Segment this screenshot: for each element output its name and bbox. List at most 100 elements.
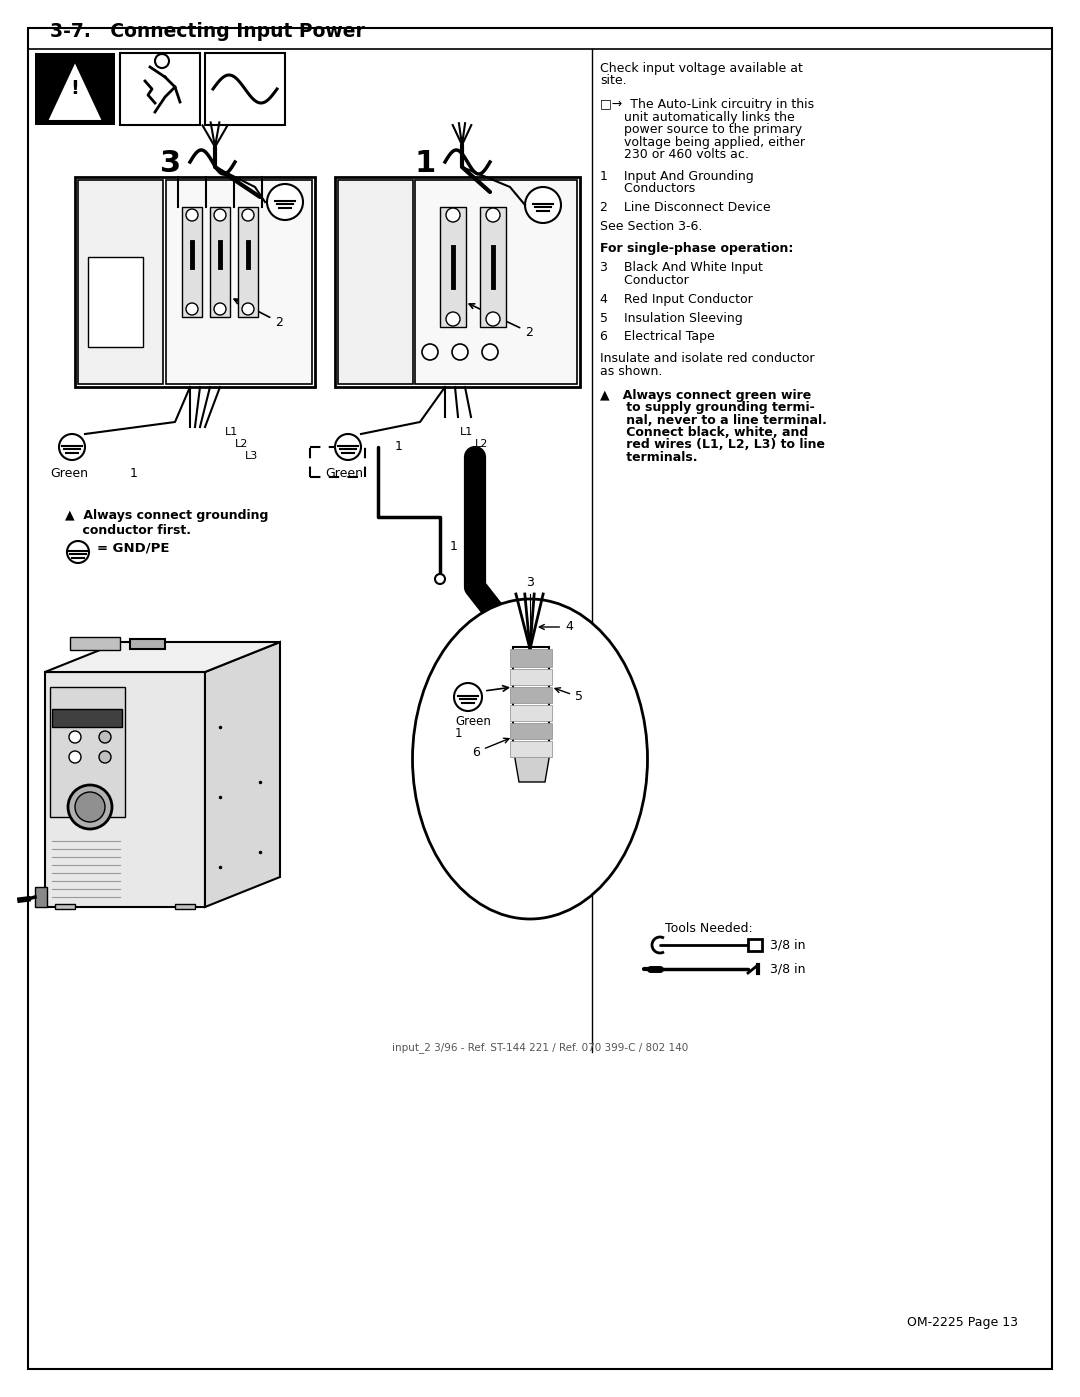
Text: 1: 1 (130, 467, 138, 481)
Text: Insulate and isolate red conductor: Insulate and isolate red conductor (600, 352, 814, 366)
Text: Green: Green (325, 467, 363, 481)
Text: 4: 4 (539, 620, 572, 633)
Text: = GND/PE: = GND/PE (97, 542, 170, 555)
Text: L1: L1 (225, 427, 239, 437)
Text: to supply grounding termi-: to supply grounding termi- (600, 401, 814, 415)
Text: 3-7.   Connecting Input Power: 3-7. Connecting Input Power (50, 22, 365, 41)
Bar (238, 207, 258, 317)
Bar (748, 939, 762, 951)
Text: ▲  Always connect grounding
    conductor first.: ▲ Always connect grounding conductor fir… (65, 509, 268, 536)
Bar (510, 705, 552, 721)
Bar (335, 177, 580, 387)
Circle shape (99, 731, 111, 743)
Text: nal, never to a line terminal.: nal, never to a line terminal. (600, 414, 827, 426)
Circle shape (68, 785, 112, 828)
Text: Tools Needed:: Tools Needed: (665, 922, 753, 935)
Text: L2: L2 (235, 439, 248, 448)
Text: Conductor: Conductor (600, 274, 689, 286)
Bar (510, 669, 552, 685)
Circle shape (454, 683, 482, 711)
Circle shape (242, 303, 254, 314)
Circle shape (446, 312, 460, 326)
Text: 2    Line Disconnect Device: 2 Line Disconnect Device (600, 201, 771, 214)
Circle shape (186, 210, 198, 221)
Text: power source to the primary: power source to the primary (600, 123, 802, 137)
Text: terminals.: terminals. (600, 451, 698, 464)
Circle shape (75, 792, 105, 821)
Circle shape (242, 210, 254, 221)
Bar (78, 180, 163, 384)
Text: 1: 1 (450, 541, 458, 553)
Bar (50, 687, 125, 817)
Circle shape (67, 541, 89, 563)
Circle shape (482, 344, 498, 360)
Polygon shape (70, 637, 120, 650)
Circle shape (99, 752, 111, 763)
Bar (513, 647, 549, 747)
Bar (338, 180, 413, 384)
Text: 1: 1 (395, 440, 403, 454)
Text: L3: L3 (245, 451, 258, 461)
Text: 230 or 460 volts ac.: 230 or 460 volts ac. (600, 148, 748, 161)
Circle shape (446, 208, 460, 222)
Ellipse shape (413, 599, 648, 919)
Circle shape (486, 312, 500, 326)
Text: 2: 2 (234, 299, 283, 328)
Bar (166, 180, 312, 384)
Circle shape (59, 434, 85, 460)
Bar (510, 724, 552, 739)
Bar (415, 180, 577, 384)
Circle shape (486, 208, 500, 222)
Bar (510, 650, 552, 666)
Bar (45, 672, 205, 907)
Text: L2: L2 (475, 439, 488, 448)
Text: Conductors: Conductors (600, 183, 696, 196)
Text: 6: 6 (472, 738, 509, 759)
Text: OM-2225 Page 13: OM-2225 Page 13 (907, 1316, 1018, 1329)
Text: For single-phase operation:: For single-phase operation: (600, 242, 794, 256)
Text: as shown.: as shown. (600, 365, 662, 377)
Bar (75, 177, 315, 387)
Text: voltage being applied, either: voltage being applied, either (600, 136, 805, 148)
Text: See Section 3-6.: See Section 3-6. (600, 221, 702, 233)
Circle shape (186, 303, 198, 314)
Text: 1: 1 (455, 726, 462, 740)
Text: unit automatically links the: unit automatically links the (600, 110, 795, 124)
Bar (183, 207, 202, 317)
Bar (480, 207, 507, 327)
Text: 3: 3 (526, 576, 534, 590)
Text: ▲   Always connect green wire: ▲ Always connect green wire (600, 388, 811, 402)
Text: 5    Insulation Sleeving: 5 Insulation Sleeving (600, 312, 743, 324)
Text: 4    Red Input Conductor: 4 Red Input Conductor (600, 292, 753, 306)
Text: 6    Electrical Tape: 6 Electrical Tape (600, 331, 715, 344)
Circle shape (267, 184, 303, 219)
Text: input_2 3/96 - Ref. ST-144 221 / Ref. 070 399-C / 802 140: input_2 3/96 - Ref. ST-144 221 / Ref. 07… (392, 1042, 688, 1053)
Text: Connect black, white, and: Connect black, white, and (600, 426, 808, 439)
Text: 3/8 in: 3/8 in (770, 939, 806, 951)
Circle shape (335, 434, 361, 460)
Circle shape (435, 574, 445, 584)
Text: 3    Black And White Input: 3 Black And White Input (600, 261, 762, 274)
Circle shape (69, 731, 81, 743)
Polygon shape (45, 643, 280, 672)
Bar (52, 710, 122, 726)
Bar (510, 740, 552, 757)
Text: Green: Green (455, 715, 491, 728)
Circle shape (214, 210, 226, 221)
Circle shape (214, 303, 226, 314)
Bar (510, 687, 552, 703)
Text: Green: Green (50, 467, 87, 481)
Bar (205, 53, 285, 124)
Text: !: ! (70, 80, 80, 98)
Text: 1: 1 (415, 149, 436, 177)
Circle shape (156, 54, 168, 68)
Bar (87, 257, 143, 346)
Circle shape (453, 344, 468, 360)
Circle shape (525, 187, 561, 224)
Bar (210, 207, 230, 317)
Text: 5: 5 (555, 687, 583, 704)
Bar (35, 53, 114, 124)
Text: 3: 3 (160, 149, 181, 177)
Text: 1    Input And Grounding: 1 Input And Grounding (600, 170, 754, 183)
Polygon shape (130, 638, 165, 650)
